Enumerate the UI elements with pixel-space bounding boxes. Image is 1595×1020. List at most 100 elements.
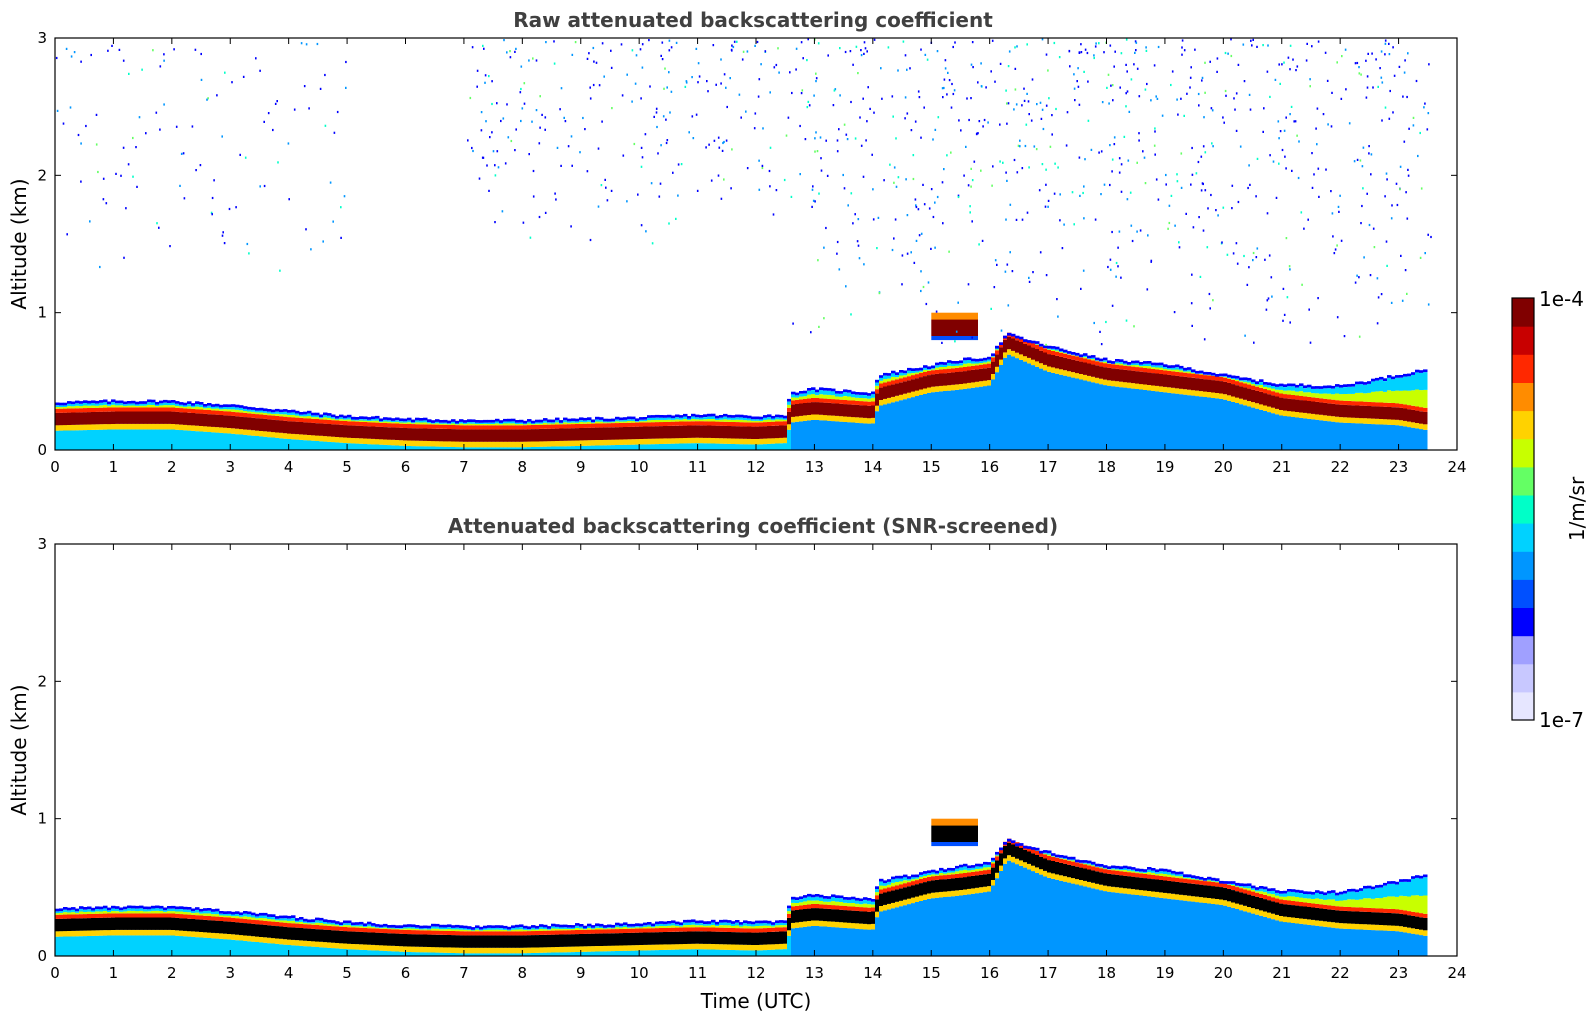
heatmap-cell	[363, 426, 368, 439]
heatmap-cell	[795, 399, 800, 404]
heatmap-cell	[763, 925, 768, 929]
heatmap-cell	[307, 928, 312, 941]
heatmap-cell	[515, 420, 520, 423]
heatmap-cell	[239, 405, 244, 408]
heatmap-cell	[1243, 405, 1248, 450]
heatmap-cell	[607, 951, 612, 956]
heatmap-cell	[1359, 423, 1364, 450]
noise-speck	[611, 107, 613, 110]
heatmap-cell	[1059, 352, 1064, 353]
heatmap-cell	[639, 426, 644, 439]
heatmap-cell	[95, 930, 100, 936]
heatmap-cell	[671, 425, 676, 439]
heatmap-cell	[1307, 392, 1312, 397]
heatmap-cell	[99, 906, 104, 910]
heatmap-cell	[287, 439, 292, 450]
heatmap-cell	[235, 409, 240, 413]
heatmap-cell	[339, 417, 344, 420]
heatmap-cell	[1307, 418, 1312, 450]
heatmap-cell	[823, 387, 828, 391]
noise-speck	[127, 163, 130, 166]
heatmap-cell	[643, 438, 648, 445]
heatmap-cell	[139, 403, 144, 406]
noise-speck	[1033, 145, 1036, 148]
noise-speck	[725, 86, 727, 89]
heatmap-cell	[647, 928, 652, 933]
heatmap-cell	[947, 365, 952, 369]
heatmap-cell	[195, 406, 200, 410]
heatmap-cell	[335, 923, 340, 926]
heatmap-cell	[607, 929, 612, 934]
heatmap-cell	[811, 414, 816, 420]
heatmap-cell	[343, 443, 348, 450]
heatmap-cell	[887, 385, 892, 398]
heatmap-cell	[735, 438, 740, 445]
heatmap-cell	[455, 924, 460, 928]
heatmap-cell	[1219, 393, 1224, 399]
heatmap-cell	[1247, 400, 1252, 407]
noise-speck	[1200, 189, 1203, 192]
noise-speck	[488, 75, 490, 78]
heatmap-cell	[331, 942, 336, 949]
heatmap-cell	[551, 947, 556, 953]
heatmap-cell	[491, 928, 496, 930]
heatmap-cell	[179, 424, 184, 431]
heatmap-cell	[895, 375, 900, 378]
noise-speck	[1027, 100, 1030, 103]
heatmap-cell	[795, 900, 800, 903]
heatmap-cell	[759, 920, 764, 924]
noise-speck	[814, 200, 816, 203]
heatmap-cell	[139, 917, 144, 930]
x-tick-label: 2	[167, 458, 177, 476]
heatmap-cell	[1183, 370, 1188, 372]
heatmap-cell	[715, 415, 720, 419]
heatmap-cell	[711, 931, 716, 944]
heatmap-cell	[731, 944, 736, 950]
heatmap-cell	[1035, 344, 1040, 345]
noise-speck	[869, 107, 871, 110]
noise-speck	[758, 188, 761, 191]
heatmap-cell	[615, 929, 620, 934]
heatmap-cell	[891, 370, 896, 374]
noise-speck	[981, 239, 984, 242]
heatmap-cell	[815, 395, 820, 398]
heatmap-cell	[787, 930, 792, 936]
noise-speck	[862, 175, 865, 178]
heatmap-cell	[811, 402, 816, 415]
noise-speck	[1359, 159, 1362, 162]
heatmap-cell	[1279, 397, 1284, 410]
heatmap-cell	[519, 953, 524, 956]
heatmap-cell	[1075, 352, 1080, 356]
heatmap-cell	[651, 438, 656, 445]
heatmap-cell	[203, 406, 208, 409]
heatmap-cell	[195, 919, 200, 932]
noise-speck	[1283, 313, 1286, 316]
heatmap-cell	[819, 908, 824, 921]
heatmap-cell	[1115, 363, 1120, 365]
heatmap-cell	[883, 398, 888, 405]
heatmap-cell	[419, 424, 424, 429]
noise-speck	[1090, 148, 1093, 151]
noise-speck	[483, 47, 485, 50]
heatmap-cell	[447, 927, 452, 930]
noise-speck	[1013, 158, 1016, 162]
heatmap-cell	[523, 953, 528, 956]
heatmap-cell	[759, 420, 764, 423]
heatmap-cell	[727, 426, 732, 439]
noise-speck	[506, 51, 508, 54]
heatmap-cell	[803, 904, 808, 909]
heatmap-cell	[443, 952, 448, 956]
heatmap-cell	[575, 952, 580, 956]
heatmap-cell	[375, 444, 380, 450]
heatmap-cell	[1167, 374, 1172, 388]
heatmap-cell	[639, 950, 644, 956]
heatmap-cell	[199, 919, 204, 932]
heatmap-cell	[303, 922, 308, 925]
heatmap-cell	[207, 414, 212, 427]
heatmap-cell	[227, 911, 232, 914]
noise-speck	[1115, 275, 1117, 278]
noise-speck	[1365, 96, 1368, 99]
noise-speck	[930, 247, 932, 250]
heatmap-cell	[499, 928, 504, 930]
heatmap-cell	[303, 434, 308, 441]
